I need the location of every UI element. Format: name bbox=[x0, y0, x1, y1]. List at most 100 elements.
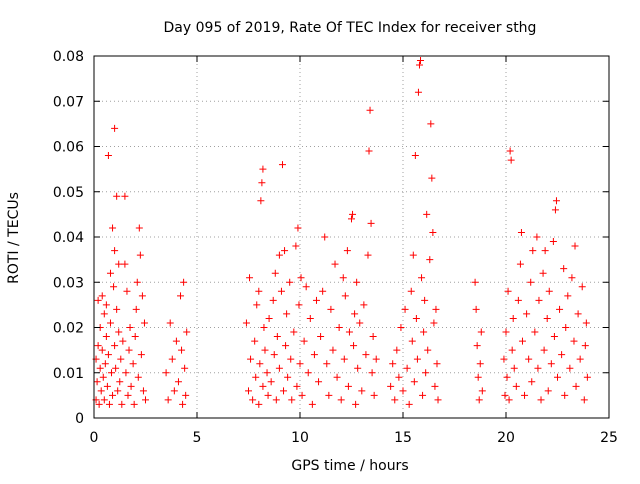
data-point bbox=[115, 260, 123, 268]
data-point bbox=[407, 287, 415, 295]
data-point bbox=[349, 210, 357, 218]
data-point bbox=[115, 328, 123, 336]
data-point bbox=[427, 120, 435, 128]
data-point bbox=[428, 174, 436, 182]
axis-ticks: 0 5 10 15 20 25 0 0.01 0.02 0.03 0.04 0.05 0.06 0.07 0… bbox=[53, 49, 618, 446]
data-point bbox=[172, 337, 180, 345]
data-point bbox=[125, 346, 133, 354]
data-point bbox=[122, 369, 130, 377]
data-point bbox=[335, 324, 343, 331]
data-point bbox=[531, 328, 539, 336]
data-point bbox=[411, 152, 419, 160]
grid-lines bbox=[94, 56, 609, 418]
data-point bbox=[263, 369, 271, 377]
data-point bbox=[113, 305, 121, 313]
data-point bbox=[421, 296, 429, 304]
data-point bbox=[113, 192, 121, 200]
data-point bbox=[430, 319, 438, 327]
data-point bbox=[123, 287, 131, 295]
y-tick-label: 0.01 bbox=[53, 366, 84, 382]
data-point bbox=[168, 355, 176, 363]
x-tick-label: 15 bbox=[394, 430, 412, 446]
data-point bbox=[280, 387, 288, 395]
data-point bbox=[508, 346, 516, 354]
data-point bbox=[126, 324, 134, 331]
data-point bbox=[265, 314, 273, 322]
data-point bbox=[474, 373, 482, 381]
data-point bbox=[108, 369, 116, 377]
data-point bbox=[283, 310, 291, 318]
data-point bbox=[477, 328, 485, 336]
data-point bbox=[121, 192, 129, 200]
y-tick-label: 0.03 bbox=[53, 275, 84, 291]
data-point bbox=[509, 314, 517, 322]
data-point bbox=[110, 283, 118, 291]
data-point bbox=[560, 265, 568, 273]
y-tick-label: 0 bbox=[75, 411, 84, 427]
chart-title: Day 095 of 2019, Rate Of TEC Index for r… bbox=[164, 20, 537, 36]
data-point bbox=[424, 346, 432, 354]
data-point bbox=[118, 400, 126, 408]
data-point bbox=[413, 355, 421, 363]
data-point bbox=[100, 310, 108, 318]
data-point bbox=[403, 364, 411, 372]
data-point bbox=[109, 391, 117, 399]
data-point bbox=[292, 242, 300, 250]
data-point bbox=[362, 351, 370, 359]
data-point bbox=[541, 247, 549, 255]
data-point bbox=[260, 324, 268, 331]
y-tick-label: 0.06 bbox=[53, 140, 84, 156]
data-point bbox=[114, 387, 122, 395]
data-point bbox=[551, 206, 559, 214]
data-point bbox=[544, 387, 552, 395]
data-point bbox=[340, 355, 348, 363]
data-point bbox=[529, 247, 537, 255]
data-point bbox=[111, 124, 119, 132]
data-point bbox=[415, 61, 423, 69]
data-point bbox=[393, 346, 401, 354]
data-point bbox=[111, 247, 119, 255]
data-point bbox=[525, 355, 533, 363]
data-point bbox=[321, 233, 329, 241]
data-point bbox=[545, 287, 553, 295]
y-tick-label: 0.08 bbox=[53, 49, 84, 65]
data-point bbox=[178, 346, 186, 354]
data-point bbox=[408, 337, 416, 345]
data-point bbox=[368, 369, 376, 377]
data-point bbox=[183, 328, 191, 336]
data-point bbox=[351, 310, 359, 318]
data-point bbox=[369, 333, 377, 341]
data-point bbox=[281, 247, 289, 255]
data-point bbox=[422, 369, 430, 377]
data-point bbox=[514, 296, 522, 304]
data-point bbox=[253, 301, 261, 309]
data-point bbox=[180, 278, 188, 286]
data-point bbox=[423, 210, 431, 218]
x-tick-label: 20 bbox=[497, 430, 515, 446]
data-point bbox=[405, 400, 413, 408]
data-point bbox=[576, 355, 584, 363]
data-point bbox=[142, 396, 149, 404]
data-point bbox=[547, 360, 555, 368]
data-point bbox=[506, 147, 514, 155]
data-point bbox=[339, 274, 347, 282]
data-point bbox=[331, 260, 339, 268]
data-point bbox=[517, 228, 525, 236]
data-point bbox=[106, 269, 114, 277]
data-point bbox=[581, 342, 589, 350]
data-point bbox=[296, 360, 304, 368]
data-point bbox=[102, 301, 110, 309]
data-point bbox=[255, 287, 263, 295]
data-point bbox=[360, 301, 368, 309]
data-point bbox=[245, 387, 252, 395]
data-point bbox=[140, 319, 148, 327]
data-point bbox=[297, 274, 305, 282]
data-point bbox=[420, 328, 428, 336]
data-point bbox=[505, 396, 513, 404]
data-point bbox=[537, 396, 545, 404]
data-point bbox=[473, 342, 481, 350]
data-point bbox=[504, 287, 512, 295]
data-point bbox=[429, 228, 437, 236]
data-point bbox=[433, 360, 441, 368]
